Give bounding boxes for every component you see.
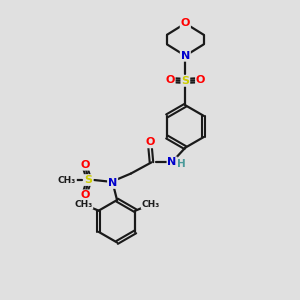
Text: O: O — [145, 137, 155, 147]
Text: CH₃: CH₃ — [74, 200, 92, 209]
Text: O: O — [165, 75, 175, 85]
Text: S: S — [181, 76, 189, 86]
Text: O: O — [80, 160, 90, 170]
Text: N: N — [181, 51, 190, 61]
Text: CH₃: CH₃ — [58, 176, 76, 184]
Text: O: O — [196, 75, 205, 85]
Text: N: N — [108, 178, 117, 188]
Text: O: O — [181, 18, 190, 28]
Text: S: S — [85, 175, 92, 185]
Text: N: N — [167, 158, 177, 167]
Text: O: O — [80, 190, 90, 200]
Text: CH₃: CH₃ — [142, 200, 160, 209]
Text: H: H — [177, 158, 186, 169]
